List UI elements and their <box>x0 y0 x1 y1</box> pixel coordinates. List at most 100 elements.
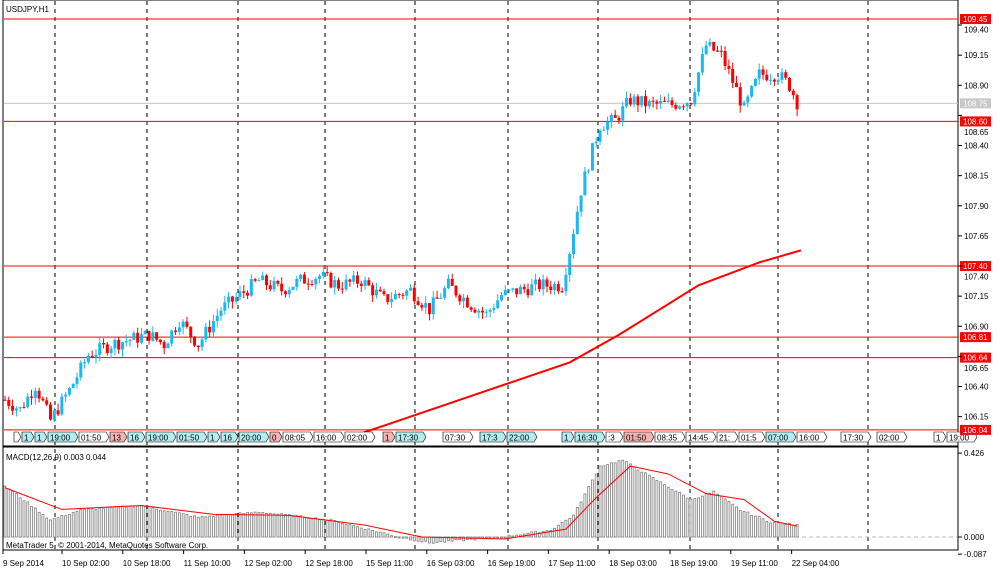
candle-body <box>253 279 257 281</box>
macd-bar <box>261 512 265 538</box>
time-tick-label: 18 Sep 19:00 <box>670 559 718 568</box>
macd-bar <box>11 490 14 538</box>
candle-body <box>143 330 147 335</box>
macd-bar <box>356 526 359 538</box>
candle-body <box>117 339 121 350</box>
macd-pane[interactable] <box>2 446 959 551</box>
macd-bar <box>659 481 663 538</box>
candle-body <box>515 288 519 295</box>
candle-body <box>439 297 443 299</box>
macd-bar <box>496 536 500 539</box>
candle-body <box>522 286 526 290</box>
candle-body <box>355 275 359 284</box>
candle-body <box>769 79 773 81</box>
event-tag-label: 1 <box>24 434 29 443</box>
candle-body <box>45 400 49 405</box>
candle-body <box>337 280 341 289</box>
event-tag <box>344 431 376 443</box>
candle-body <box>401 294 405 296</box>
candles <box>3 38 799 423</box>
macd-bar <box>731 503 735 538</box>
candle-body <box>215 315 219 322</box>
candle-body <box>541 279 545 290</box>
candle-body <box>583 171 587 196</box>
macd-bar <box>405 536 409 539</box>
candle-body <box>196 345 200 348</box>
candle-body <box>579 195 583 212</box>
macd-bar <box>397 536 401 539</box>
event-tag <box>933 431 947 443</box>
candle-body <box>67 387 71 395</box>
macd-bar <box>98 507 102 538</box>
macd-bar <box>685 497 689 538</box>
macd-bar <box>591 479 594 538</box>
macd-bar <box>583 493 587 538</box>
candle-body <box>283 291 287 295</box>
candle-body <box>507 289 511 291</box>
macd-bar <box>723 498 727 538</box>
candle-body <box>499 294 503 301</box>
candle-body <box>314 278 318 285</box>
event-tag <box>605 431 624 443</box>
macd-bar <box>386 533 390 538</box>
macd-bar <box>450 536 454 542</box>
candle-body <box>693 92 697 105</box>
macd-bar <box>230 514 234 538</box>
macd-bar <box>757 516 761 538</box>
candle-body <box>674 105 678 109</box>
time-tick-label: 15 Sep 11:00 <box>366 559 414 568</box>
candle-body <box>511 288 515 290</box>
macd-bar <box>594 473 598 538</box>
macd-bar <box>700 495 704 538</box>
macd-bar <box>219 515 223 538</box>
macd-bar <box>109 507 113 538</box>
macd-bar <box>492 536 496 539</box>
candle-body <box>704 45 708 55</box>
candle-body <box>424 303 428 308</box>
macd-bar <box>647 474 651 538</box>
macd-bar <box>303 517 306 538</box>
event-tag <box>313 431 345 443</box>
macd-bar <box>598 465 602 538</box>
macd-bar <box>682 494 685 538</box>
macd-bar <box>428 536 431 544</box>
macd-bar <box>363 529 367 538</box>
candle-body <box>518 286 522 295</box>
candle-body <box>310 283 314 285</box>
macd-bar <box>272 513 276 538</box>
level-price-label: 108.60 <box>963 117 988 126</box>
macd-bar <box>318 519 321 538</box>
event-tag-label: 02:00 <box>347 434 368 443</box>
macd-bar <box>378 531 382 538</box>
candle-body <box>530 284 534 296</box>
time-tick-label: 11 Sep 10:00 <box>184 559 232 568</box>
candle-body <box>564 275 568 292</box>
time-tick-label: 17 Sep 11:00 <box>548 559 596 568</box>
candle-body <box>344 279 348 290</box>
candle-body <box>321 271 325 276</box>
price-tick-label: 108.40 <box>964 142 989 151</box>
macd-bar <box>30 506 33 538</box>
macd-bar <box>75 511 79 538</box>
candle-body <box>261 275 265 281</box>
event-tag-label: 17:30 <box>398 434 419 443</box>
level-price-label: 106.64 <box>963 354 988 363</box>
macd-bar <box>94 509 98 538</box>
event-tag-label: 1 <box>385 434 390 443</box>
price-tick-label: 106.65 <box>964 364 989 373</box>
event-tag-label: 16 <box>223 434 232 443</box>
candle-body <box>367 280 371 286</box>
price-tick-label: 107.65 <box>964 232 989 241</box>
macd-bar <box>128 505 132 538</box>
price-tick-label: 107.15 <box>964 292 989 301</box>
candle-body <box>3 399 7 401</box>
macd-bar <box>162 510 166 538</box>
price-tick-label: 106.40 <box>964 383 989 392</box>
candle-body <box>56 410 60 415</box>
macd-bar <box>670 488 674 538</box>
event-tag-label: 19:00 <box>949 434 970 443</box>
main-pane[interactable] <box>2 0 959 447</box>
candle-body <box>147 330 151 341</box>
macd-bar <box>447 536 450 541</box>
